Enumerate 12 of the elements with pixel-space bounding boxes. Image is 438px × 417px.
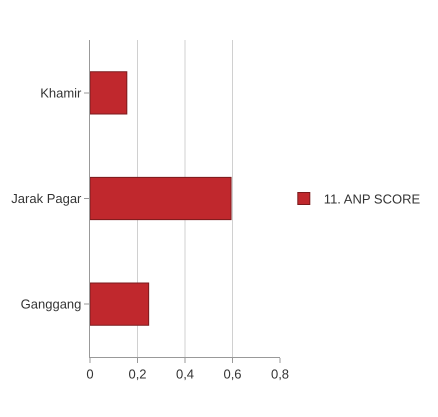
x-tick-label: 0,2 [128,366,147,382]
bar [90,71,128,114]
x-tick-label: 0,4 [176,366,194,382]
y-tick-label: Jarak Pagar [11,191,82,206]
legend-label: 11. ANP SCORE [324,192,420,207]
y-tick-label: Ganggang [20,296,82,312]
y-tick-label: Khamir [40,85,82,100]
bar [90,282,150,326]
x-tick-label: 0,8 [270,366,290,382]
x-tick-label: 0,6 [223,366,242,382]
bar [90,176,232,220]
x-tick-label: 0 [86,366,94,382]
